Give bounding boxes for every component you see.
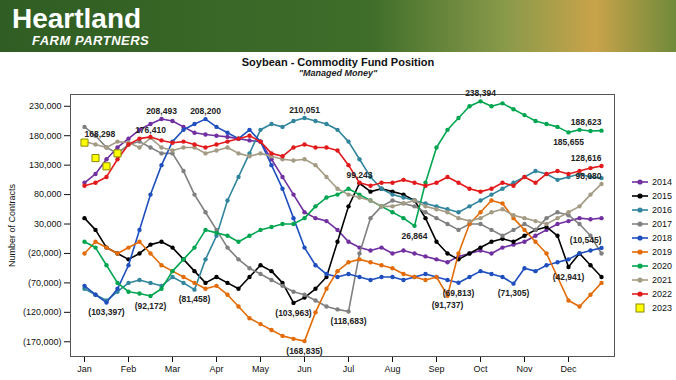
svg-text:Mar: Mar xyxy=(165,364,181,374)
svg-text:210,051: 210,051 xyxy=(289,105,320,115)
svg-text:Oct: Oct xyxy=(473,364,488,374)
svg-text:128,616: 128,616 xyxy=(571,153,602,163)
svg-text:230,000: 230,000 xyxy=(29,101,62,111)
svg-text:Apr: Apr xyxy=(209,364,223,374)
html-text:2020: 2020 xyxy=(652,261,672,271)
svg-text:30,000: 30,000 xyxy=(34,219,62,229)
svg-text:(170,000): (170,000) xyxy=(23,337,62,347)
svg-text:208,200: 208,200 xyxy=(190,106,221,116)
html-text:2021: 2021 xyxy=(652,275,672,285)
html-text:2018: 2018 xyxy=(652,233,672,243)
svg-text:(92,172): (92,172) xyxy=(135,301,167,311)
svg-text:May: May xyxy=(252,364,270,374)
svg-text:26,864: 26,864 xyxy=(402,231,428,241)
html-text:2023: 2023 xyxy=(652,303,672,313)
svg-text:(91,737): (91,737) xyxy=(432,300,464,310)
html-text:Heartland: Heartland xyxy=(12,3,142,34)
svg-text:(10,545): (10,545) xyxy=(570,235,602,245)
svg-text:(120,000): (120,000) xyxy=(23,307,62,317)
svg-text:(118,683): (118,683) xyxy=(331,316,367,326)
svg-text:Sep: Sep xyxy=(428,364,444,374)
svg-text:(42,941): (42,941) xyxy=(553,272,585,282)
html-text:FARM PARTNERS: FARM PARTNERS xyxy=(32,33,150,48)
svg-text:Jul: Jul xyxy=(343,364,355,374)
svg-text:(103,963): (103,963) xyxy=(275,308,312,318)
svg-text:176,410: 176,410 xyxy=(135,125,166,135)
svg-text:Jan: Jan xyxy=(77,364,92,374)
html-text:2019: 2019 xyxy=(652,247,672,257)
html-text:2016: 2016 xyxy=(652,205,672,215)
svg-text:(81,458): (81,458) xyxy=(179,294,211,304)
svg-text:80,000: 80,000 xyxy=(34,189,62,199)
svg-text:Aug: Aug xyxy=(384,364,400,374)
svg-text:98,080: 98,080 xyxy=(576,171,602,181)
html-text:2022: 2022 xyxy=(652,289,672,299)
svg-text:188,623: 188,623 xyxy=(571,117,602,127)
svg-text:Nov: Nov xyxy=(516,364,533,374)
svg-text:238,394: 238,394 xyxy=(465,88,496,98)
svg-text:Number of Contracts: Number of Contracts xyxy=(7,183,17,267)
svg-text:168,298: 168,298 xyxy=(85,129,116,139)
svg-text:(69,813): (69,813) xyxy=(443,288,475,298)
html-text:"Managed Money": "Managed Money" xyxy=(298,68,378,78)
svg-text:(71,305): (71,305) xyxy=(498,288,530,298)
svg-text:208,493: 208,493 xyxy=(146,106,177,116)
svg-text:180,000: 180,000 xyxy=(29,131,62,141)
svg-text:99,243: 99,243 xyxy=(347,170,373,180)
html-text:2014: 2014 xyxy=(652,177,672,187)
svg-text:130,000: 130,000 xyxy=(29,160,62,170)
html-text:2015: 2015 xyxy=(652,191,672,201)
html-text:Soybean - Commodity Fund Posit: Soybean - Commodity Fund Position xyxy=(241,56,435,68)
svg-text:(70,000): (70,000) xyxy=(28,278,62,288)
svg-text:(20,000): (20,000) xyxy=(28,248,62,258)
svg-text:185,655: 185,655 xyxy=(553,137,584,147)
html-text:2017: 2017 xyxy=(652,219,672,229)
svg-text:Dec: Dec xyxy=(560,364,577,374)
svg-text:(103,397): (103,397) xyxy=(88,307,125,317)
svg-text:(168,835): (168,835) xyxy=(286,346,323,356)
svg-text:Jun: Jun xyxy=(297,364,312,374)
svg-text:Feb: Feb xyxy=(121,364,137,374)
